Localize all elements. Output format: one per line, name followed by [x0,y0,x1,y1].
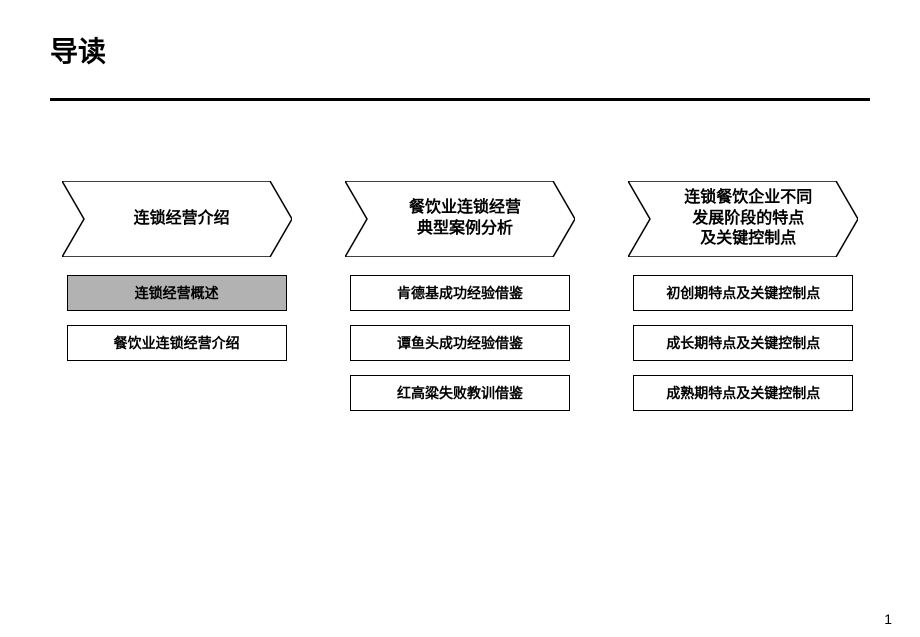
arrow-header-1: 连锁经营介绍 [62,181,292,257]
sub-box-3-1: 成长期特点及关键控制点 [633,325,853,361]
sub-box-3-0: 初创期特点及关键控制点 [633,275,853,311]
title-divider [50,98,870,101]
sub-box-2-0: 肯德基成功经验借鉴 [350,275,570,311]
sub-box-1-0: 连锁经营概述 [67,275,287,311]
diagram-columns: 连锁经营介绍 连锁经营概述 餐饮业连锁经营介绍 餐饮业连锁经营典型案例分析 肯德… [50,181,870,425]
sub-box-2-2: 红高粱失败教训借鉴 [350,375,570,411]
sub-box-1-1: 餐饮业连锁经营介绍 [67,325,287,361]
sub-box-2-1: 谭鱼头成功经验借鉴 [350,325,570,361]
arrow-header-2: 餐饮业连锁经营典型案例分析 [345,181,575,257]
arrow-header-3: 连锁餐饮企业不同发展阶段的特点及关键控制点 [628,181,858,257]
arrow-label-3: 连锁餐饮企业不同发展阶段的特点及关键控制点 [656,188,830,250]
arrow-label-1: 连锁经营介绍 [106,209,248,230]
arrow-label-2: 餐饮业连锁经营典型案例分析 [381,198,539,240]
column-3: 连锁餐饮企业不同发展阶段的特点及关键控制点 初创期特点及关键控制点 成长期特点及… [617,181,870,425]
sub-box-3-2: 成熟期特点及关键控制点 [633,375,853,411]
column-2: 餐饮业连锁经营典型案例分析 肯德基成功经验借鉴 谭鱼头成功经验借鉴 红高粱失败教… [333,181,586,425]
column-1: 连锁经营介绍 连锁经营概述 餐饮业连锁经营介绍 [50,181,303,425]
page-title: 导读 [50,30,870,70]
page-number: 1 [884,611,892,627]
